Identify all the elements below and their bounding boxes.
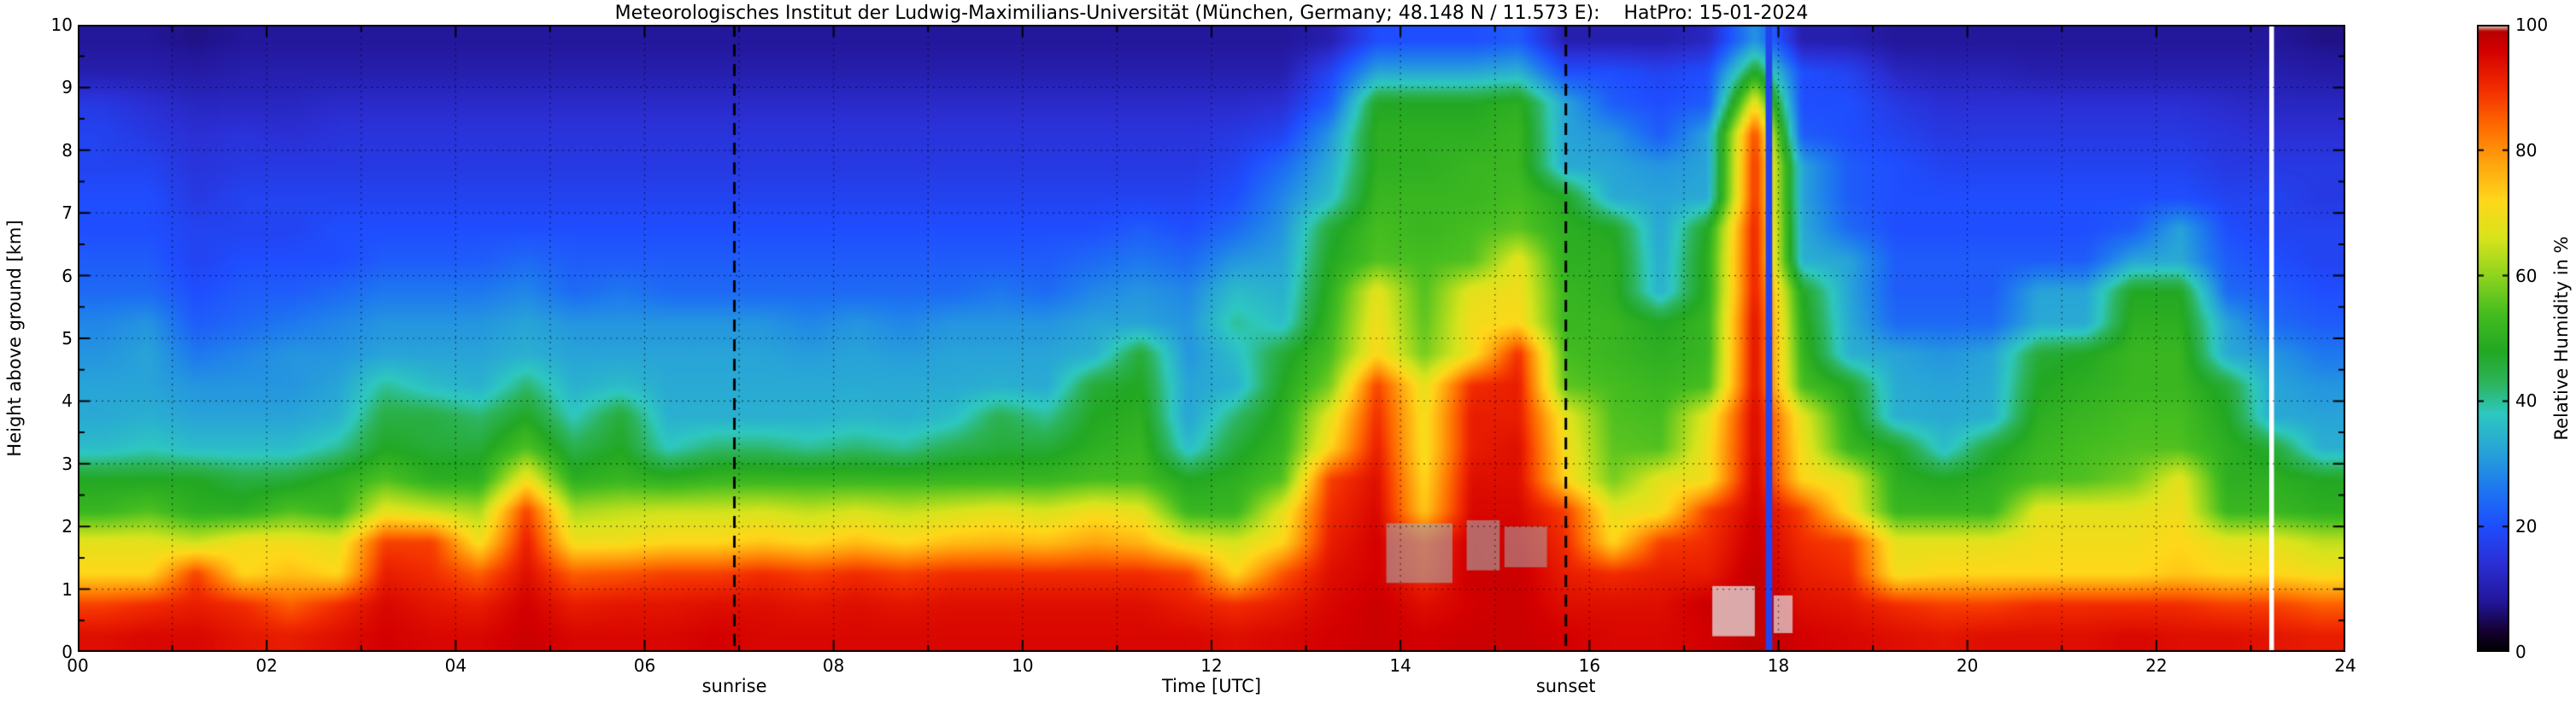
- x-tick-label: 12: [1200, 655, 1223, 676]
- x-tick-label: 02: [255, 655, 278, 676]
- colorbar-canvas: [2477, 25, 2509, 652]
- colorbar-tick-label: 100: [2515, 15, 2549, 35]
- y-tick-label: 3: [62, 453, 73, 474]
- y-tick-label: 5: [62, 328, 73, 349]
- sunset-label: sunset: [1535, 676, 1596, 696]
- y-tick-label: 8: [62, 139, 73, 161]
- x-tick-label: 16: [1578, 655, 1601, 676]
- x-tick-label: 22: [2145, 655, 2168, 676]
- colorbar-tick-label: 60: [2515, 265, 2538, 286]
- page-title: Meteorologisches Institut der Ludwig-Max…: [614, 3, 1809, 24]
- x-tick-label: 10: [1012, 655, 1034, 676]
- colorbar-tick-label: 40: [2515, 390, 2538, 412]
- y-tick-label: 2: [62, 516, 73, 537]
- x-tick-label: 00: [67, 655, 89, 676]
- y-tick-label: 1: [62, 578, 73, 600]
- y-tick-label: 7: [62, 202, 73, 224]
- x-tick-label: 08: [822, 655, 845, 676]
- y-tick-label: 10: [50, 15, 73, 35]
- x-tick-label: 20: [1956, 655, 1979, 676]
- x-tick-label: 14: [1389, 655, 1411, 676]
- y-tick-label: 9: [62, 77, 73, 98]
- y-tick-label: 0: [62, 642, 73, 662]
- y-tick-label: 6: [62, 265, 73, 286]
- x-axis-label: Time [UTC]: [1161, 676, 1262, 696]
- colorbar-tick-label: 0: [2515, 642, 2526, 662]
- y-tick-label: 4: [62, 390, 73, 412]
- y-axis-label: Height above ground [km]: [4, 220, 25, 457]
- sunrise-label: sunrise: [701, 676, 767, 696]
- colorbar-tick-label: 20: [2515, 516, 2538, 537]
- colorbar-tick-label: 80: [2515, 139, 2538, 161]
- humidity-heatmap-canvas: [78, 25, 2345, 652]
- x-tick-label: 06: [633, 655, 656, 676]
- x-tick-label: 18: [1767, 655, 1790, 676]
- x-tick-label: 24: [2334, 655, 2356, 676]
- colorbar-label: Relative Humidity in %: [2551, 236, 2572, 441]
- x-tick-label: 04: [444, 655, 467, 676]
